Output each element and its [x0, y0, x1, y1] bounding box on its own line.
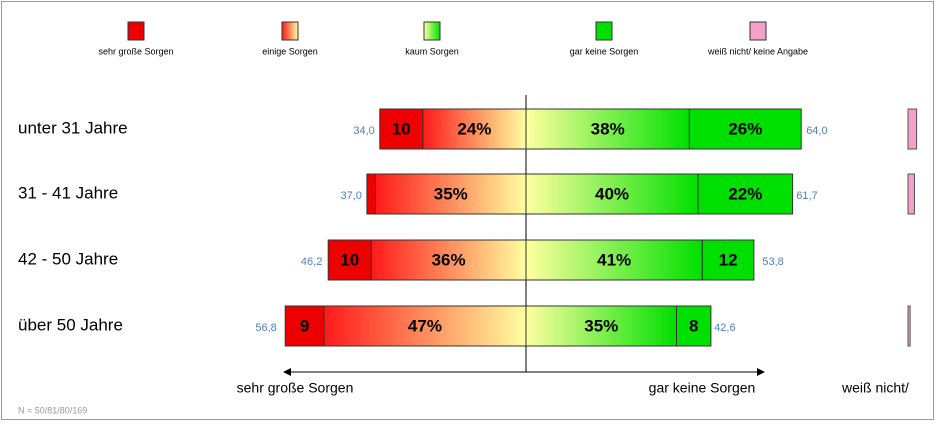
data-label: 40%: [595, 184, 629, 203]
legend-label: kaum Sorgen: [405, 46, 459, 56]
bar-segment: [370, 239, 527, 281]
row-label: 31 - 41 Jahre: [18, 183, 118, 202]
data-label: 22%: [728, 184, 762, 203]
note: N = 50/81/80/169: [18, 405, 87, 415]
data-label: 41%: [597, 250, 631, 269]
bar-segment: [323, 305, 527, 347]
total-left: 34,0: [353, 125, 374, 137]
bar-segment: [327, 239, 372, 281]
axis-label-separate: weiß nicht/: [841, 380, 909, 396]
data-label: 8: [689, 316, 698, 335]
bar-segment: [907, 173, 915, 215]
bar-segment: [907, 108, 918, 150]
total-right: 64,0: [806, 125, 827, 137]
bar-segment: [701, 239, 755, 281]
total-right: 42,6: [714, 322, 735, 334]
axis-label-left: sehr große Sorgen: [237, 380, 354, 396]
total-left: 37,0: [340, 190, 361, 202]
row-label: über 50 Jahre: [18, 315, 123, 334]
legend-label: einige Sorgen: [262, 46, 318, 56]
bar-segment: [422, 108, 527, 150]
bar-segment: [284, 305, 325, 347]
bar-segment: [366, 173, 376, 215]
bar-segment: [525, 305, 677, 347]
legend-label: weiß nicht/ keine Angabe: [707, 46, 808, 56]
bar-segment: [697, 173, 794, 215]
total-right: 61,7: [796, 190, 817, 202]
data-label: 47%: [408, 316, 442, 335]
legend-swatch: [127, 21, 145, 41]
bar-segment: [907, 305, 911, 347]
data-label: 36%: [432, 250, 466, 269]
data-label: 38%: [591, 119, 625, 138]
data-label: 10: [340, 250, 359, 269]
total-left: 46,2: [301, 256, 322, 268]
bar-segment: [375, 173, 527, 215]
bar-segment: [676, 305, 712, 347]
legend-swatch: [281, 21, 299, 41]
bar-segment: [688, 108, 802, 150]
legend-swatch: [423, 21, 441, 41]
legend-swatch: [749, 21, 767, 41]
row-label: unter 31 Jahre: [18, 118, 128, 137]
data-label: 9: [300, 316, 309, 335]
total-right: 53,8: [762, 256, 783, 268]
total-left: 56,8: [255, 322, 276, 334]
data-label: 12: [719, 250, 738, 269]
axis-label-right: gar keine Sorgen: [649, 380, 756, 396]
data-label: 26%: [728, 119, 762, 138]
bar-segment: [525, 173, 699, 215]
row-label: 42 - 50 Jahre: [18, 249, 118, 268]
legend-label: gar keine Sorgen: [570, 46, 639, 56]
data-label: 10: [392, 119, 411, 138]
legend-swatch: [595, 21, 613, 41]
bar-segment: [525, 108, 690, 150]
data-label: 35%: [434, 184, 468, 203]
legend-label: sehr große Sorgen: [98, 46, 173, 56]
bar-segment: [525, 239, 703, 281]
data-label: 35%: [584, 316, 618, 335]
bar-segment: [379, 108, 424, 150]
data-label: 24%: [457, 119, 491, 138]
